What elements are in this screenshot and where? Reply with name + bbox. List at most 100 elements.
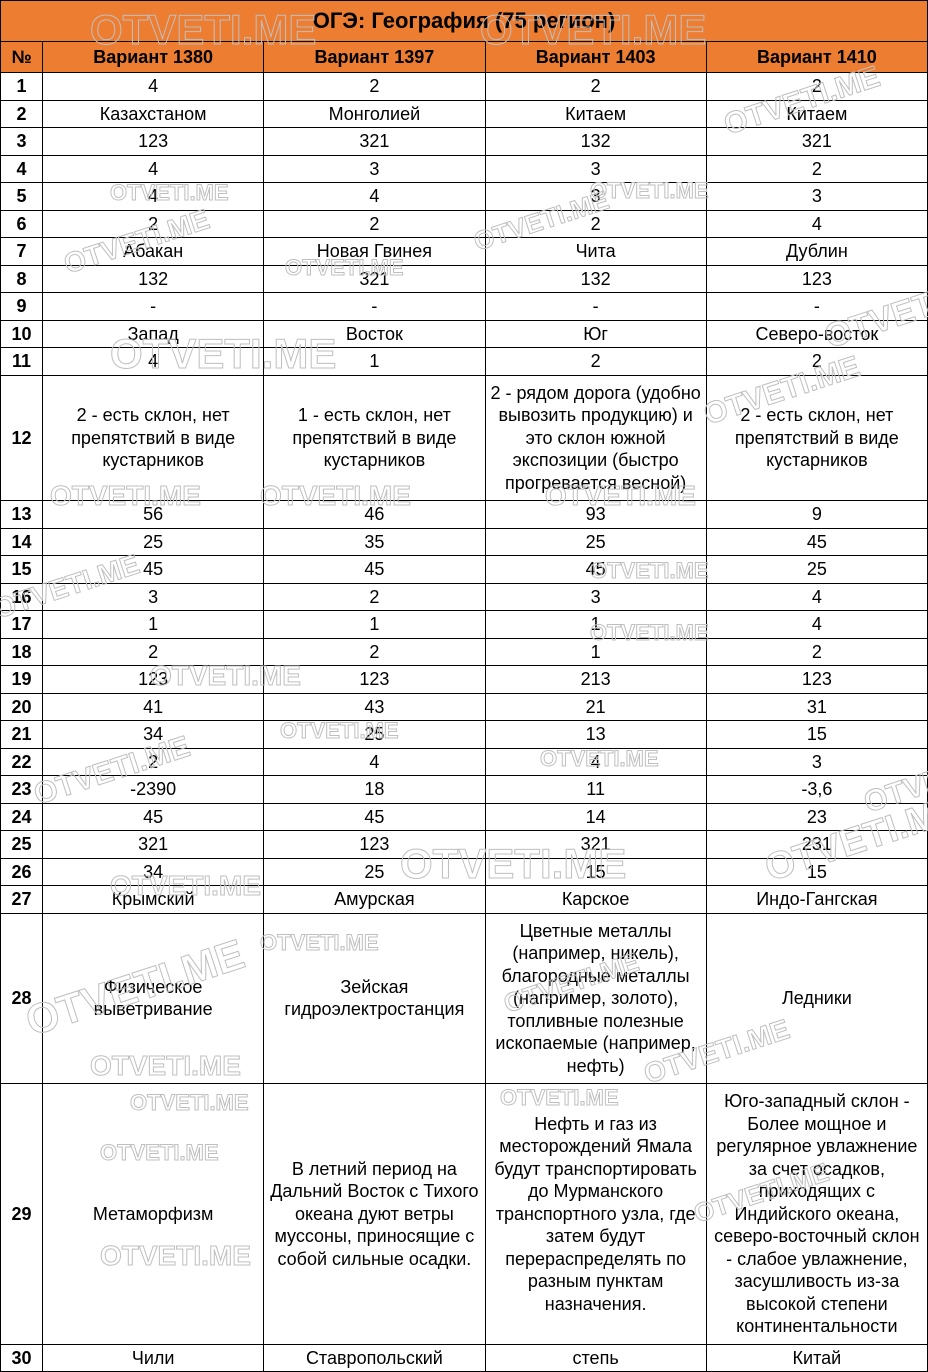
table-row: 2634251515	[1, 858, 928, 886]
answer-cell: 2	[706, 73, 927, 101]
answer-cell: Чили	[43, 1344, 264, 1372]
answer-cell: 56	[43, 501, 264, 529]
answer-cell: Ставропольский	[264, 1344, 485, 1372]
answer-cell: 3	[264, 155, 485, 183]
table-row: 54433	[1, 183, 928, 211]
answer-cell: 3	[485, 155, 706, 183]
table-row: 3123321132321	[1, 128, 928, 156]
answer-cell: Карское	[485, 886, 706, 914]
row-number: 10	[1, 320, 43, 348]
answer-cell: Юг	[485, 320, 706, 348]
answer-cell: Амурская	[264, 886, 485, 914]
answer-cell: 321	[706, 128, 927, 156]
row-number: 28	[1, 913, 43, 1084]
answer-cell: 45	[264, 556, 485, 584]
answer-cell: 11	[485, 776, 706, 804]
row-number: 4	[1, 155, 43, 183]
answer-cell: 2	[485, 73, 706, 101]
answer-cell: 25	[706, 556, 927, 584]
answer-cell: Восток	[264, 320, 485, 348]
answer-cell: 123	[264, 831, 485, 859]
answer-cell: 45	[43, 556, 264, 584]
row-number: 19	[1, 666, 43, 694]
answer-cell: -2390	[43, 776, 264, 804]
table-row: 1425352545	[1, 528, 928, 556]
table-row: 222443	[1, 748, 928, 776]
table-row: 171114	[1, 611, 928, 639]
answer-cell: 1	[264, 348, 485, 376]
answer-cell: 4	[43, 183, 264, 211]
table-row: 27КрымскийАмурскаяКарскоеИндо-Гангская	[1, 886, 928, 914]
answer-cell: 2	[706, 348, 927, 376]
answer-cell: 321	[43, 831, 264, 859]
answer-cell: 15	[706, 721, 927, 749]
header-variant-1: Вариант 1380	[43, 41, 264, 73]
answer-cell: 123	[706, 666, 927, 694]
table-row: 30ЧилиСтавропольскийстепьКитай	[1, 1344, 928, 1372]
answer-cell: Юго-западный склон - Более мощное и регу…	[706, 1084, 927, 1345]
answer-cell: Новая Гвинея	[264, 238, 485, 266]
answer-cell: Цветные металлы (например, никель), благ…	[485, 913, 706, 1084]
header-variant-4: Вариант 1410	[706, 41, 927, 73]
table-row: 163234	[1, 583, 928, 611]
row-number: 11	[1, 348, 43, 376]
answer-cell: 4	[43, 348, 264, 376]
answer-cell: 132	[43, 265, 264, 293]
table-row: 10ЗападВостокЮгСеверо-восток	[1, 320, 928, 348]
table-row: 19123123213123	[1, 666, 928, 694]
answer-cell: 93	[485, 501, 706, 529]
answer-cell: Крымский	[43, 886, 264, 914]
table-row: 9----	[1, 293, 928, 321]
answer-cell: 14	[485, 803, 706, 831]
row-number: 2	[1, 100, 43, 128]
row-number: 6	[1, 210, 43, 238]
answer-cell: -	[43, 293, 264, 321]
answer-cell: 2	[264, 583, 485, 611]
answer-cell: 231	[706, 831, 927, 859]
answer-cell: Казахстаном	[43, 100, 264, 128]
answer-table: ОГЭ: География (75 регион) № Вариант 138…	[0, 0, 928, 1372]
answer-cell: 23	[706, 803, 927, 831]
answer-cell: 15	[706, 858, 927, 886]
row-number: 30	[1, 1344, 43, 1372]
answer-cell: Индо-Гангская	[706, 886, 927, 914]
row-number: 12	[1, 375, 43, 501]
table-row: 44332	[1, 155, 928, 183]
table-row: 29МетаморфизмВ летний период на Дальний …	[1, 1084, 928, 1345]
answer-cell: 213	[485, 666, 706, 694]
answer-cell: Запад	[43, 320, 264, 348]
answer-cell: 2	[485, 348, 706, 376]
row-number: 14	[1, 528, 43, 556]
answer-cell: 3	[706, 748, 927, 776]
row-number: 7	[1, 238, 43, 266]
answer-cell: 132	[485, 128, 706, 156]
answer-cell: 25	[264, 858, 485, 886]
table-row: 182212	[1, 638, 928, 666]
answer-cell: 321	[264, 128, 485, 156]
answer-cell: 31	[706, 693, 927, 721]
row-number: 27	[1, 886, 43, 914]
answer-cell: 1	[264, 611, 485, 639]
answer-cell: 2	[485, 210, 706, 238]
answer-cell: Физическое выветривание	[43, 913, 264, 1084]
table-row: 1545454525	[1, 556, 928, 584]
answer-cell: -	[485, 293, 706, 321]
answer-cell: 3	[485, 583, 706, 611]
answer-cell: Метаморфизм	[43, 1084, 264, 1345]
answer-cell: 15	[485, 858, 706, 886]
table-row: 8132321132123	[1, 265, 928, 293]
answer-cell: 25	[485, 528, 706, 556]
answer-cell: -	[264, 293, 485, 321]
answer-cell: 123	[43, 666, 264, 694]
answer-cell: Зейская гидроэлектростанция	[264, 913, 485, 1084]
table-row: 7АбаканНовая ГвинеяЧитаДублин	[1, 238, 928, 266]
answer-cell: 132	[485, 265, 706, 293]
answer-cell: степь	[485, 1344, 706, 1372]
answer-cell: Китай	[706, 1344, 927, 1372]
row-number: 5	[1, 183, 43, 211]
answer-cell: Северо-восток	[706, 320, 927, 348]
answer-cell: 45	[264, 803, 485, 831]
answer-cell: 2	[264, 210, 485, 238]
answer-cell: Дублин	[706, 238, 927, 266]
answer-cell: -3,6	[706, 776, 927, 804]
